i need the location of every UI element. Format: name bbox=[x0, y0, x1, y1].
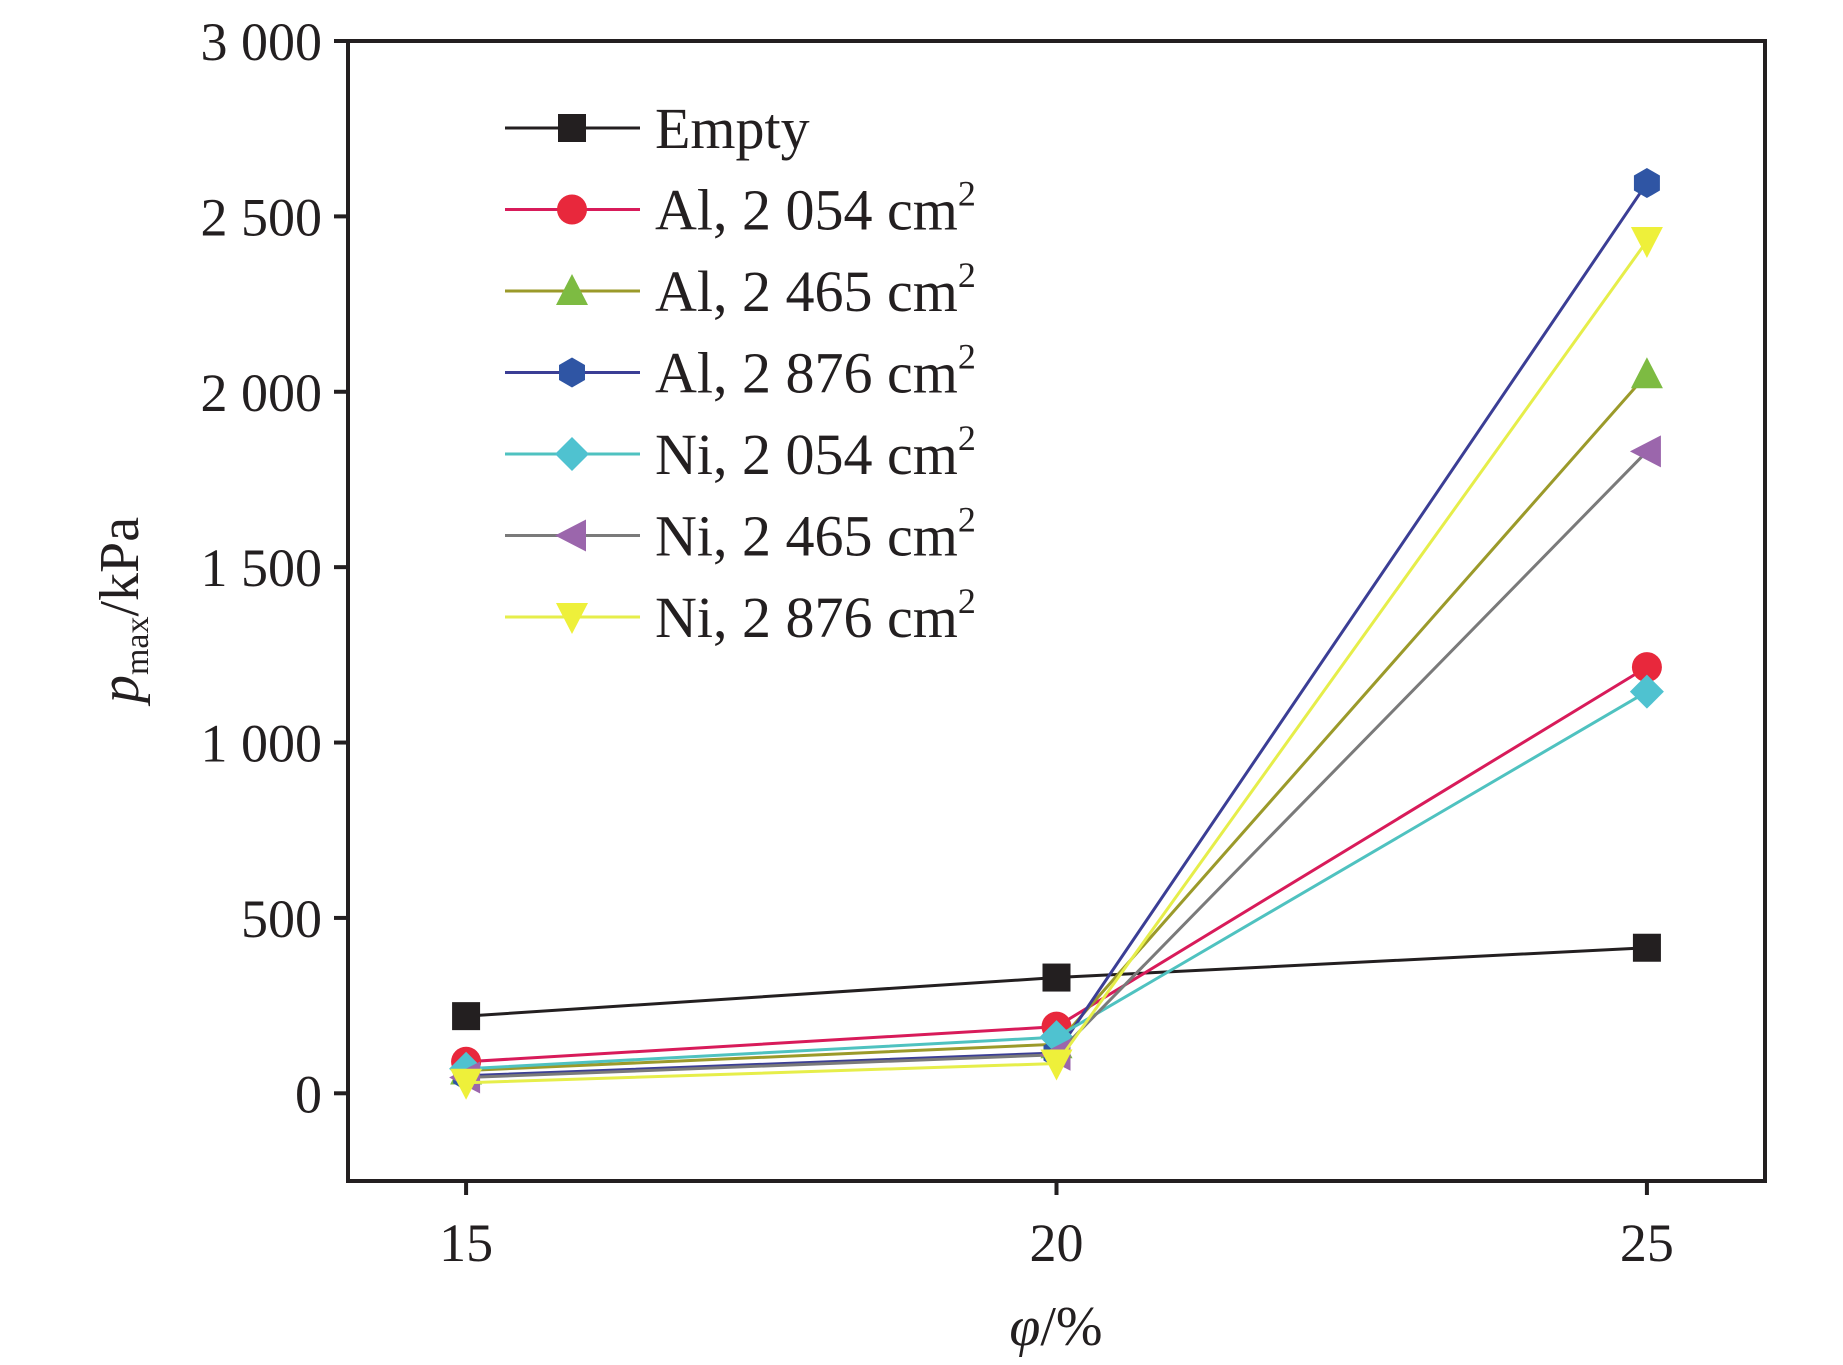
data-point bbox=[1040, 1049, 1073, 1081]
legend-swatch-marker bbox=[555, 437, 589, 471]
y-tick-label: 2 000 bbox=[201, 363, 323, 423]
series-4 bbox=[449, 674, 1664, 1086]
y-tick-label: 1 500 bbox=[201, 538, 323, 598]
legend-label-sup: 2 bbox=[958, 174, 976, 214]
y-tick-label: 0 bbox=[295, 1064, 322, 1124]
legend-label: Empty bbox=[655, 96, 810, 161]
legend-swatch-marker bbox=[558, 114, 586, 142]
data-point bbox=[1632, 933, 1661, 962]
x-tick-label: 20 bbox=[1030, 1213, 1084, 1273]
series-3 bbox=[453, 168, 1660, 1091]
series-line bbox=[466, 182, 1649, 1078]
data-point bbox=[1629, 435, 1661, 468]
series-0 bbox=[452, 933, 1661, 1031]
y-axis-unit: /kPa bbox=[89, 517, 151, 617]
data-point bbox=[450, 1068, 483, 1100]
y-tick-label: 1 000 bbox=[201, 714, 323, 774]
x-axis-symbol: φ bbox=[1009, 1296, 1040, 1358]
legend-item: Al, 2 054 cm2 bbox=[505, 174, 976, 243]
legend-label-sup: 2 bbox=[958, 418, 976, 458]
x-axis-title: φ/% bbox=[1009, 1296, 1102, 1358]
legend-label-sup: 2 bbox=[958, 337, 976, 377]
legend-label-main: Al, 2 876 cm bbox=[655, 341, 958, 406]
y-tick-label: 2 500 bbox=[201, 187, 323, 247]
legend-label: Al, 2 465 cm2 bbox=[655, 255, 976, 324]
x-axis-unit: /% bbox=[1040, 1296, 1102, 1358]
legend-label-sup: 2 bbox=[958, 255, 976, 295]
legend-label-sup: 2 bbox=[958, 500, 976, 540]
legend-label: Ni, 2 054 cm2 bbox=[655, 418, 976, 487]
legend-item: Al, 2 465 cm2 bbox=[505, 255, 976, 324]
legend-label: Al, 2 876 cm2 bbox=[655, 337, 976, 406]
y-axis: 0 500 1 000 1 500 2 000 2 500 3 000 bbox=[201, 12, 348, 1124]
legend-swatch-marker bbox=[555, 519, 586, 552]
legend-label-main: Al, 2 465 cm bbox=[655, 259, 958, 324]
legend-label-main: Ni, 2 876 cm bbox=[655, 585, 958, 650]
x-tick-label: 15 bbox=[439, 1213, 493, 1273]
legend-swatch-marker bbox=[556, 274, 588, 305]
data-point bbox=[452, 1002, 481, 1031]
legend-item: Ni, 2 054 cm2 bbox=[505, 418, 976, 487]
series-1 bbox=[451, 652, 1662, 1077]
y-axis-title: pmax/kPa bbox=[89, 517, 156, 707]
legend-item: Ni, 2 465 cm2 bbox=[505, 500, 976, 569]
legend-item: Empty bbox=[505, 96, 810, 161]
legend-label: Ni, 2 465 cm2 bbox=[655, 500, 976, 569]
legend-swatch-marker bbox=[559, 357, 585, 388]
data-point bbox=[1630, 357, 1663, 389]
legend-label-main: Ni, 2 465 cm bbox=[655, 504, 958, 569]
data-point bbox=[1631, 652, 1662, 683]
legend-label-main: Ni, 2 054 cm bbox=[655, 422, 958, 487]
data-point bbox=[1629, 674, 1664, 709]
legend-swatch-marker bbox=[557, 194, 587, 225]
data-point bbox=[1042, 963, 1071, 992]
y-tick-label: 500 bbox=[241, 889, 322, 949]
x-axis: 15 20 25 bbox=[439, 1181, 1674, 1273]
series-6 bbox=[450, 226, 1663, 1100]
data-point bbox=[1633, 168, 1660, 199]
legend-label-sup: 2 bbox=[958, 581, 976, 621]
y-axis-subscript: max bbox=[119, 617, 156, 676]
legend-label-main: Empty bbox=[655, 96, 810, 161]
legend-item: Ni, 2 876 cm2 bbox=[505, 581, 976, 650]
series-line bbox=[465, 665, 1648, 1064]
data-point bbox=[1630, 226, 1663, 258]
legend-item: Al, 2 876 cm2 bbox=[505, 337, 976, 406]
y-axis-symbol: p bbox=[89, 675, 151, 707]
legend-swatch-marker bbox=[556, 603, 588, 634]
series-layer bbox=[449, 168, 1664, 1100]
x-tick-label: 25 bbox=[1620, 1213, 1674, 1273]
legend-label: Al, 2 054 cm2 bbox=[655, 174, 976, 243]
legend-label-main: Al, 2 054 cm bbox=[655, 178, 958, 243]
y-tick-label: 3 000 bbox=[201, 12, 323, 72]
legend-label: Ni, 2 876 cm2 bbox=[655, 581, 976, 650]
